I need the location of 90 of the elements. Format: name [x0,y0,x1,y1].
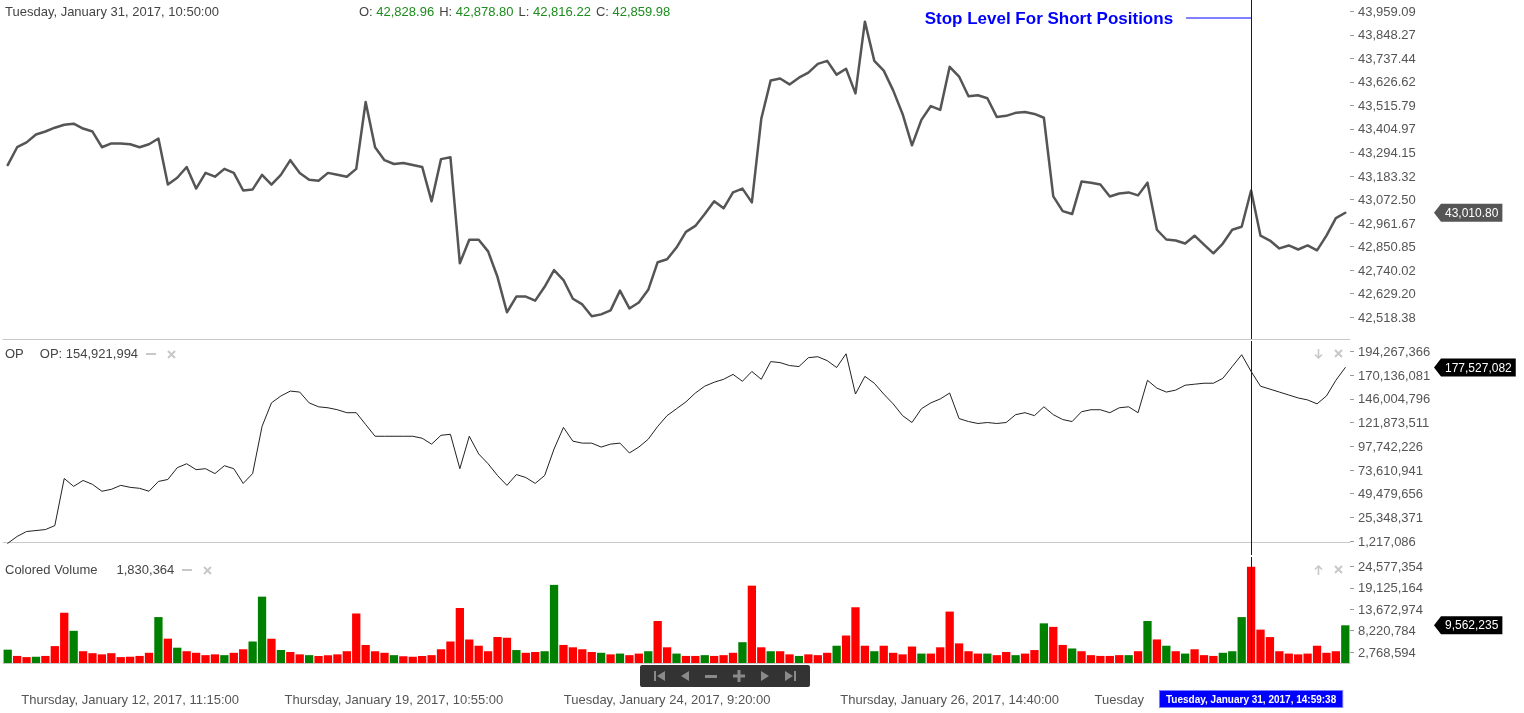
bar [512,650,521,663]
bar [1181,653,1190,663]
bar [738,642,747,663]
bar [1171,651,1180,663]
bar [644,651,653,663]
y-tick-label: 2,768,594 [1358,644,1416,660]
y-tick-label: 25,348,371 [1358,509,1424,525]
bar [983,653,992,663]
bar [1049,626,1058,663]
bar [163,638,172,663]
x-tick-label: Tuesday [1094,691,1145,707]
bar [1058,644,1067,663]
bar [1067,648,1077,663]
y-tick-label: 8,220,784 [1358,623,1416,639]
y-tick-label: 43,072.50 [1358,192,1416,208]
y-tick-label: 43,404.97 [1358,121,1416,137]
y-tick-label: 19,125,164 [1358,580,1424,596]
x-tick-label: Thursday, January 26, 2017, 14:40:00 [840,691,1060,707]
bar [1237,617,1246,663]
y-tick-label: 121,873,511 [1358,415,1430,431]
y-tick-label: 1,217,086 [1358,533,1416,549]
y-tick-label: 42,629.20 [1358,286,1416,302]
bar [173,647,182,663]
text: 177,527,082 [1445,360,1513,375]
annotation: C: 42,859.98 [595,4,671,20]
bar [267,638,276,663]
x-tick-label: Tuesday, January 24, 2017, 9:20:00 [563,691,771,707]
y-tick-label: 42,740.02 [1358,262,1416,278]
bar [276,650,286,663]
bar [870,651,879,663]
bar [1039,623,1049,663]
y-tick-label: 43,848.27 [1358,27,1416,43]
bar [917,653,926,663]
bar [295,654,304,663]
y-tick-label: 146,004,796 [1358,391,1431,407]
y-tick-label: 43,294.15 [1358,145,1416,160]
y-tick-label: 194,267,366 [1358,344,1431,360]
y-tick-label: 73,610,941 [1358,462,1424,478]
y-tick-label: 97,742,226 [1358,438,1424,454]
y-tick-label: 43,183.32 [1358,168,1416,184]
chart-title: Colored Volume [5,562,98,578]
bar [794,655,804,663]
ref-line-label: Stop Level For Short Positions [924,8,1174,28]
bar [1152,639,1162,663]
y-tick-label: 13,672,974 [1358,601,1424,617]
bar [154,617,163,663]
y-tick-label: 42,518.38 [1358,309,1416,325]
x-tick-label: Thursday, January 19, 2017, 10:55:00 [284,691,504,707]
bar [587,652,596,663]
bar [1162,645,1171,663]
bar [615,653,625,663]
annotation: OP: 154,921,994 [39,346,139,362]
annotation: Tuesday, January 31, 2017, 10:50:00 [5,4,219,20]
y-tick-label: 43,515.79 [1358,97,1416,113]
y-tick-label: 42,850.85 [1358,239,1416,255]
y-tick-label: 43,626.62 [1358,74,1416,90]
bar [1011,655,1020,663]
text: 43,010.80 [1445,205,1499,220]
y-tick-label: 49,479,656 [1358,486,1424,502]
bar [1124,655,1133,663]
x-tick-label: Tuesday, January 31, 2017, 14:59:38 [1165,693,1337,705]
bar [286,652,295,663]
bar [606,654,615,663]
y-tick-label: 43,959.09 [1358,3,1416,19]
bar [31,656,41,663]
bar [597,652,606,663]
y-tick-label: 43,737.44 [1358,50,1416,66]
y-tick-label: 24,577,354 [1358,559,1424,575]
bar [220,655,229,663]
annotation: O: 42,828.96 [358,4,435,20]
annotation: H: 42,878.80 [439,4,514,20]
bar [399,656,408,663]
bar [69,630,78,663]
bar [672,653,681,663]
bar [700,655,709,663]
y-tick-label: 42,961.67 [1358,215,1416,231]
bar [3,649,12,663]
x-tick-label: Thursday, January 12, 2017, 11:15:00 [21,691,240,707]
bar [766,651,775,663]
y-tick-label: 170,136,081 [1358,367,1431,383]
bar [389,655,399,663]
bar [304,655,314,663]
text: 9,562,235 [1445,618,1499,633]
bar [1341,625,1350,663]
chart-title: OP [5,346,24,362]
bar [1133,651,1143,663]
annotation: 1,830,364 [116,562,175,578]
bar [832,645,841,663]
bar [1143,620,1152,663]
annotation: L: 42,816.22 [518,4,591,20]
